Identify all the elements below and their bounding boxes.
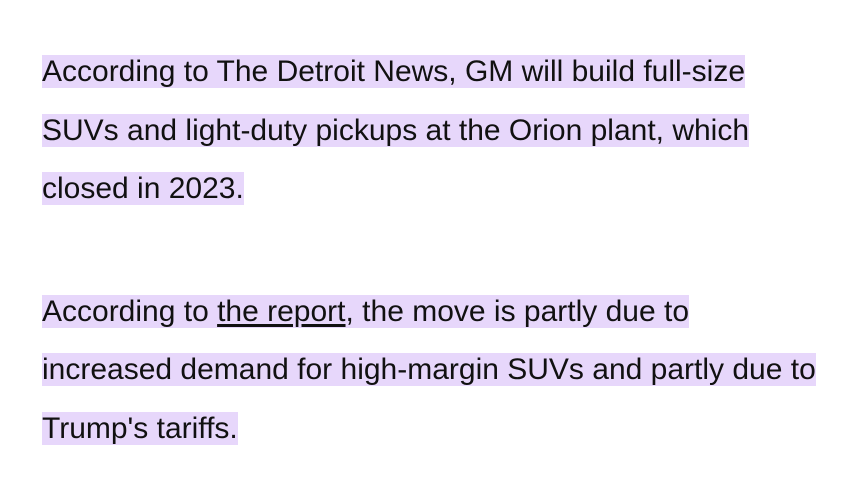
text-run: According to [42, 294, 218, 328]
paragraph: According to The Detroit News, GM will b… [42, 43, 820, 219]
highlighted-text: According to The Detroit News, GM will b… [42, 55, 750, 205]
highlight: According to the report, the move is par… [42, 294, 816, 445]
text-run: , the move is partly due to increased de… [42, 294, 816, 445]
article: According to The Detroit News, GM will b… [42, 43, 820, 459]
paragraph: According to the report, the move is par… [42, 283, 820, 459]
report-link[interactable]: the report [217, 294, 346, 328]
